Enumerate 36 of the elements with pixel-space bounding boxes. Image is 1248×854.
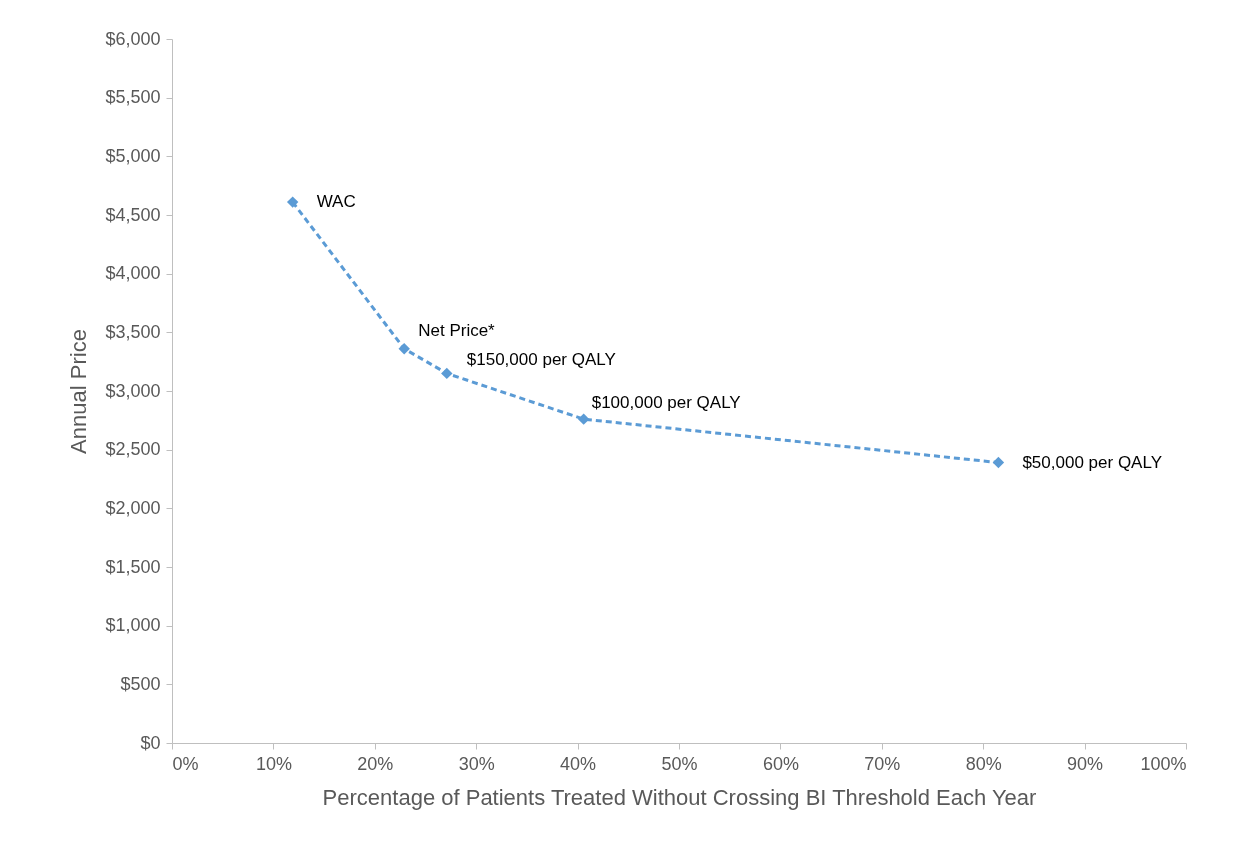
x-tick-label: 20% <box>357 753 394 774</box>
y-axis-title: Annual Price <box>66 329 92 454</box>
y-tick-label: $5,000 <box>105 145 161 166</box>
x-tick-label: 50% <box>661 753 698 774</box>
x-tick-label: 10% <box>255 753 292 774</box>
y-tick-label: $4,000 <box>105 263 161 284</box>
annotation: $150,000 per QALY <box>466 350 616 370</box>
y-tick-label: $2,500 <box>105 439 161 460</box>
y-tick-label: $4,500 <box>105 204 161 225</box>
annotation: Net Price* <box>418 320 496 340</box>
point <box>577 413 590 425</box>
y-tick-label: $2,000 <box>105 497 161 518</box>
point <box>398 343 410 355</box>
x-tick-label: 30% <box>458 753 495 774</box>
x-tick-label: 70% <box>864 753 901 774</box>
x-tick-label: 100% <box>1140 753 1187 774</box>
y-tick-label: $1,500 <box>105 556 161 577</box>
y-tick-label: $1,000 <box>105 615 161 636</box>
x-tick-label: 0% <box>172 753 199 774</box>
annotation: WAC <box>316 192 356 212</box>
y-tick-label: $3,500 <box>105 321 161 342</box>
y-tick-label: $5,500 <box>105 87 161 108</box>
y-tick-label: $500 <box>120 673 161 694</box>
x-axis-title: Percentage of Patients Treated Without Crossing BI Threshold Each Year <box>322 784 1037 810</box>
annotation: $100,000 per QALY <box>591 393 741 413</box>
x-tick-label: 40% <box>560 753 597 774</box>
annotation: $50,000 per QALY <box>1022 452 1162 472</box>
x-tick-label: 60% <box>762 753 799 774</box>
point <box>441 367 453 380</box>
y-tick-label: $6,000 <box>105 28 161 49</box>
x-tick-label: 80% <box>965 753 1002 774</box>
x-tick-label: 90% <box>1067 753 1104 774</box>
point <box>286 196 299 208</box>
point <box>992 456 1005 469</box>
y-tick-label: $3,000 <box>105 380 161 401</box>
y-tick-label: $0 <box>140 732 161 753</box>
